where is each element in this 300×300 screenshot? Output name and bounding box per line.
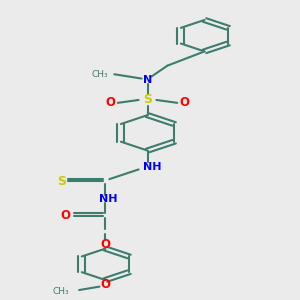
Text: O: O bbox=[180, 96, 190, 109]
Text: NH: NH bbox=[99, 194, 117, 204]
Text: O: O bbox=[105, 96, 116, 109]
Text: CH₃: CH₃ bbox=[91, 70, 108, 79]
Text: O: O bbox=[100, 278, 110, 291]
Text: CH₃: CH₃ bbox=[52, 287, 69, 296]
Text: NH: NH bbox=[143, 162, 162, 172]
Text: N: N bbox=[143, 75, 152, 85]
Text: O: O bbox=[100, 238, 110, 251]
Text: S: S bbox=[57, 175, 66, 188]
Text: S: S bbox=[143, 94, 152, 106]
Text: O: O bbox=[61, 209, 71, 222]
